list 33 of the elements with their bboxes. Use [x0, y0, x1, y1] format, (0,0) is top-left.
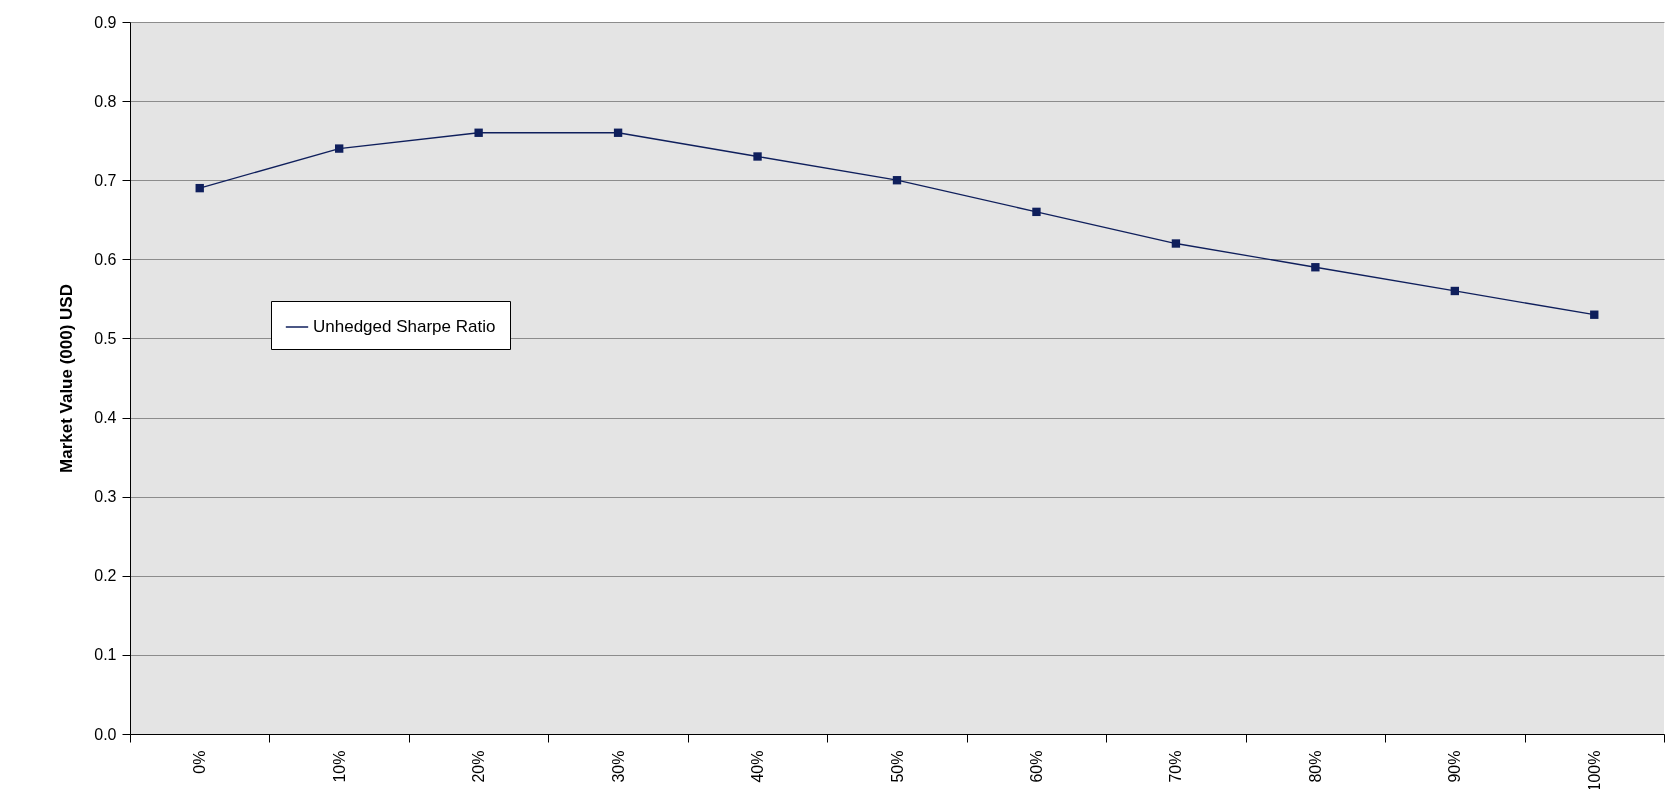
x-tick-label: 20% — [470, 750, 488, 783]
x-tick-label: 90% — [1446, 750, 1464, 783]
x-tick-label: 80% — [1306, 750, 1324, 783]
point — [1450, 286, 1459, 296]
x-tick-label: 60% — [1027, 750, 1045, 783]
point — [195, 183, 204, 193]
y-tick-label: 0.7 — [94, 171, 117, 189]
x-tick-label: 30% — [609, 750, 627, 783]
point — [335, 144, 344, 153]
y-tick-label: 0.1 — [94, 646, 117, 664]
x-tick-label: 10% — [330, 750, 348, 783]
y-tick-label: 0.2 — [94, 567, 117, 585]
x-tick-label: 50% — [888, 750, 906, 783]
y-tick-label: 0.9 — [94, 13, 117, 31]
point — [1032, 207, 1041, 217]
point — [753, 152, 762, 161]
y-tick-label: 0.6 — [94, 250, 117, 268]
point — [892, 176, 902, 185]
legend-label: Unhedged Sharpe Ratio — [313, 317, 496, 336]
y-tick-label: 0.0 — [94, 725, 117, 743]
y-axis-title: Market Value (000) USD — [57, 284, 77, 473]
point — [1171, 239, 1181, 248]
x-tick-label: 0% — [191, 750, 209, 774]
y-tick-label: 0.3 — [94, 488, 117, 506]
x-tick-label: 40% — [749, 750, 767, 783]
y-tick-label: 0.4 — [94, 409, 117, 427]
point — [474, 128, 483, 137]
point — [1311, 263, 1320, 272]
x-tick-label: 70% — [1167, 750, 1185, 783]
point — [1590, 310, 1599, 319]
y-tick-label: 0.5 — [94, 329, 117, 347]
point — [613, 128, 623, 137]
y-tick-label: 0.8 — [94, 92, 117, 110]
